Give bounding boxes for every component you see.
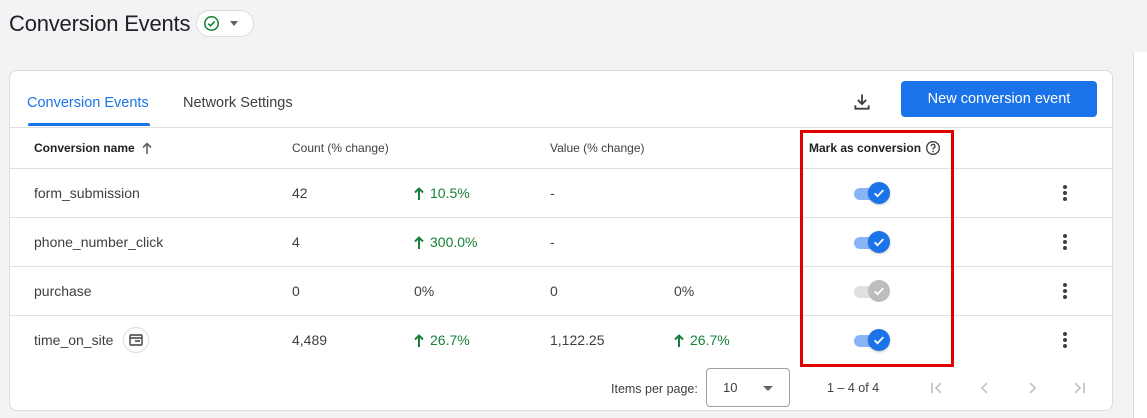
mark-as-conversion-cell	[853, 316, 891, 364]
new-conversion-event-button[interactable]: New conversion event	[901, 81, 1097, 117]
mark-as-conversion-toggle[interactable]	[853, 231, 891, 253]
mark-as-conversion-toggle[interactable]	[853, 182, 891, 204]
row-menu-button[interactable]	[1053, 267, 1077, 315]
conversion-name: phone_number_click	[34, 234, 164, 250]
items-per-page-value: 10	[723, 380, 738, 395]
pagination-bar: Items per page: 10 1 – 4 of 4	[10, 367, 1112, 410]
more-vert-icon	[1063, 283, 1067, 299]
tab-network-settings[interactable]: Network Settings	[183, 95, 293, 111]
count-value: 0	[292, 283, 300, 299]
count-change-text: 10.5%	[430, 185, 470, 201]
side-panel-edge	[1133, 52, 1147, 418]
first-page-icon	[931, 382, 942, 394]
items-per-page-label: Items per page:	[611, 382, 698, 396]
value-value: -	[550, 234, 555, 250]
row-menu-button[interactable]	[1053, 169, 1077, 217]
arrow-up-icon	[674, 333, 684, 347]
arrow-up-icon	[414, 235, 424, 249]
sort-ascending-icon	[142, 141, 152, 154]
mark-as-conversion-cell	[853, 169, 891, 217]
previous-page-button[interactable]	[974, 377, 996, 399]
value-change-text: 26.7%	[690, 332, 730, 348]
help-icon[interactable]	[925, 140, 941, 156]
chevron-right-icon	[1029, 382, 1037, 394]
check-circle-icon	[204, 15, 220, 32]
arrow-up-icon	[414, 186, 424, 200]
value-value: -	[550, 185, 555, 201]
conversion-events-card: Conversion Events Network Settings New c…	[9, 70, 1113, 411]
row-menu-button[interactable]	[1053, 316, 1077, 364]
conversion-name: purchase	[34, 283, 92, 299]
count-change-text: 0%	[414, 283, 435, 299]
table-row: form_submission 42 10.5% -	[10, 168, 1112, 217]
count-value: 4,489	[292, 332, 328, 348]
count-change: 300.0%	[414, 218, 477, 266]
value-value: 0	[550, 283, 558, 299]
count-change-text: 26.7%	[430, 332, 470, 348]
first-page-button[interactable]	[926, 377, 948, 399]
caret-down-icon	[763, 386, 773, 391]
next-page-button[interactable]	[1021, 377, 1043, 399]
table-row: purchase 0 0% 0 0%	[10, 266, 1112, 315]
chevron-left-icon	[980, 382, 988, 394]
mark-as-conversion-toggle[interactable]	[853, 280, 891, 302]
value-change-text: 0%	[674, 283, 695, 299]
more-vert-icon	[1063, 185, 1067, 201]
count-change-text: 300.0%	[430, 234, 478, 250]
conversion-name-cell: time_on_site	[34, 316, 150, 364]
header-name-label: Conversion name	[34, 141, 135, 155]
conversion-events-table: Conversion name Count (% change) Value (…	[10, 127, 1112, 364]
status-dropdown[interactable]	[196, 10, 255, 37]
count-change: 26.7%	[414, 316, 470, 364]
table-header-row: Conversion name Count (% change) Value (…	[10, 127, 1112, 168]
page-header: Conversion Events	[9, 10, 255, 37]
conversion-name: form_submission	[34, 185, 140, 201]
table-row: time_on_site 4,489 26.7% 1,122.25 26.7%	[10, 315, 1112, 364]
download-button[interactable]	[848, 88, 876, 116]
header-mark-label: Mark as conversion	[809, 141, 922, 155]
check-icon	[874, 189, 885, 198]
check-icon	[874, 287, 885, 296]
more-vert-icon	[1063, 234, 1067, 250]
mark-as-conversion-cell	[853, 267, 891, 315]
header-value: Value (% change)	[550, 141, 645, 155]
row-menu-button[interactable]	[1053, 218, 1077, 266]
pagination-range: 1 – 4 of 4	[827, 381, 880, 395]
value-change: 26.7%	[674, 316, 730, 364]
count-value: 4	[292, 234, 300, 250]
more-vert-icon	[1063, 332, 1067, 348]
value-value: 1,122.25	[550, 332, 605, 348]
event-detail-icon[interactable]	[123, 327, 150, 353]
mark-as-conversion-toggle[interactable]	[853, 329, 891, 351]
active-tab-indicator	[28, 123, 150, 126]
header-conversion-name[interactable]: Conversion name	[34, 128, 153, 168]
page-title: Conversion Events	[9, 10, 191, 36]
table-row: phone_number_click 4 300.0% -	[10, 217, 1112, 266]
tab-conversion-events[interactable]: Conversion Events	[27, 95, 149, 111]
last-page-button[interactable]	[1068, 377, 1090, 399]
last-page-icon	[1074, 382, 1085, 394]
count-change: 10.5%	[414, 169, 470, 217]
caret-down-icon	[230, 21, 239, 26]
count-value: 42	[292, 185, 308, 201]
check-icon	[874, 336, 885, 345]
mark-as-conversion-cell	[853, 218, 891, 266]
items-per-page-select[interactable]: 10	[706, 368, 790, 407]
check-icon	[874, 238, 885, 247]
download-icon	[854, 94, 870, 110]
conversion-name: time_on_site	[34, 332, 114, 348]
arrow-up-icon	[414, 333, 424, 347]
header-count: Count (% change)	[292, 141, 389, 155]
header-mark-as-conversion: Mark as conversion	[809, 128, 941, 168]
